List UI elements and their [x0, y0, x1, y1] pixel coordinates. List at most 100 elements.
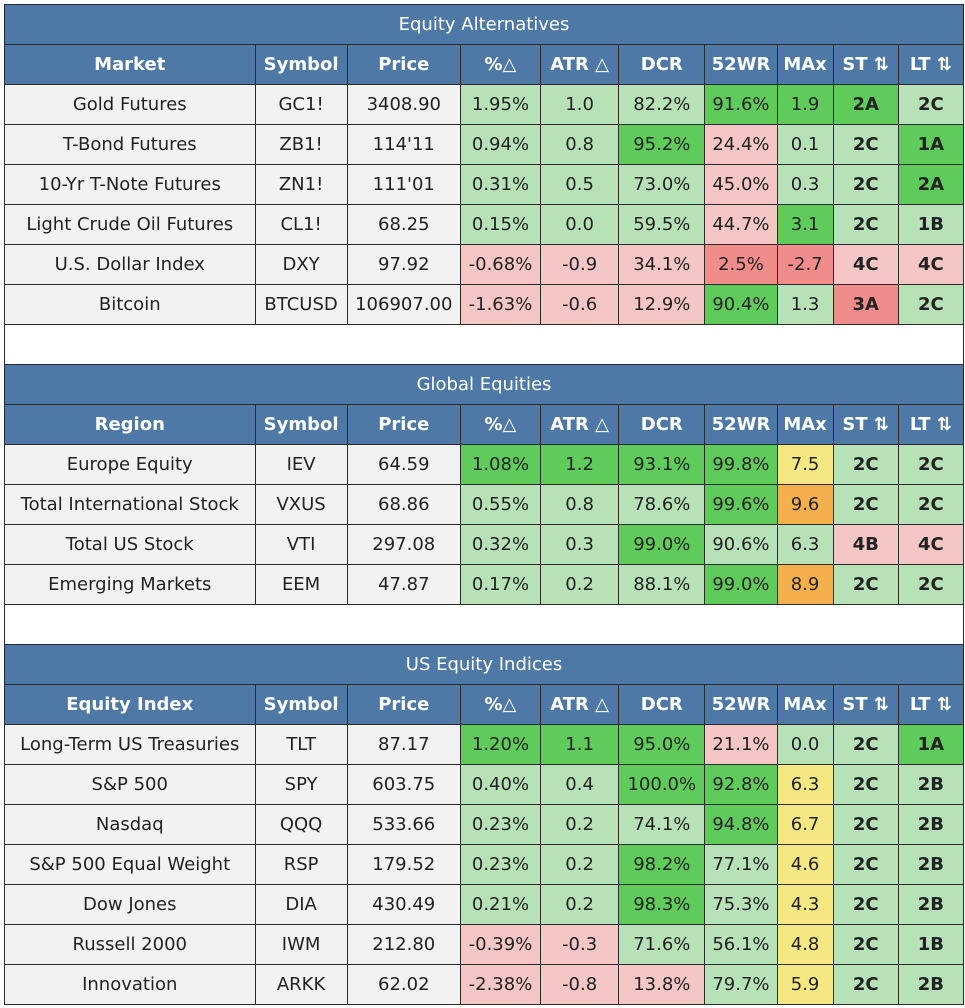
- column-header-short-term[interactable]: ST ⇅: [832, 404, 899, 445]
- cell-symbol: ARKK: [254, 964, 348, 1005]
- cell-atr-change: 0.5: [540, 164, 620, 205]
- cell-52w-range: 90.4%: [704, 284, 778, 325]
- cell-long-term: 2B: [897, 964, 965, 1005]
- column-header-short-term[interactable]: ST ⇅: [832, 684, 899, 725]
- column-header-symbol[interactable]: Symbol: [254, 44, 348, 85]
- column-header-atr-change[interactable]: ATR △: [540, 44, 620, 85]
- column-header-short-term[interactable]: ST ⇅: [832, 44, 899, 85]
- table-row[interactable]: Innovation ARKK 62.02 -2.38% -0.8 13.8% 79.7% 5…: [4, 964, 965, 1005]
- table-row[interactable]: 10-Yr T-Note Futures ZN1! 111'01 0.31% 0.5 73…: [4, 164, 965, 205]
- cell-price: 97.92: [346, 244, 461, 285]
- column-header-long-term[interactable]: LT ⇅: [897, 684, 965, 725]
- column-header-name[interactable]: Equity Index: [4, 684, 256, 725]
- table-row[interactable]: Dow Jones DIA 430.49 0.21% 0.2 98.3% 75.3% 4.3 2…: [4, 884, 965, 925]
- table-row[interactable]: Light Crude Oil Futures CL1! 68.25 0.15% 0.0…: [4, 204, 965, 245]
- cell-short-term: 2C: [832, 444, 899, 485]
- section-title-row: Equity Alternatives: [4, 4, 964, 45]
- cell-price: 62.02: [346, 964, 461, 1005]
- column-header-dcr[interactable]: DCR: [618, 404, 706, 445]
- cell-dcr: 59.5%: [618, 204, 706, 245]
- section-title-row: US Equity Indices: [4, 644, 964, 685]
- column-header-row: Region Symbol Price %△ ATR △ DCR 52WR MAx ST ⇅ LT…: [4, 404, 965, 445]
- cell-short-term: 2A: [832, 84, 899, 125]
- cell-symbol: TLT: [254, 724, 348, 765]
- cell-atr-change: 0.8: [540, 124, 620, 165]
- cell-short-term: 2C: [832, 724, 899, 765]
- cell-price: 3408.90: [346, 84, 461, 125]
- column-header-price[interactable]: Price: [346, 684, 461, 725]
- cell-name: T-Bond Futures: [4, 124, 256, 165]
- column-header-name[interactable]: Region: [4, 404, 256, 445]
- cell-pct-change: 0.23%: [459, 844, 542, 885]
- table-row[interactable]: S&P 500 SPY 603.75 0.40% 0.4 100.0% 92.8% 6.3 2C…: [4, 764, 965, 805]
- cell-long-term: 2C: [897, 284, 965, 325]
- cell-dcr: 82.2%: [618, 84, 706, 125]
- cell-pct-change: 0.94%: [459, 124, 542, 165]
- cell-pct-change: 0.32%: [459, 524, 542, 565]
- cell-pct-change: -0.68%: [459, 244, 542, 285]
- column-header-52w-range[interactable]: 52WR: [704, 44, 778, 85]
- cell-symbol: QQQ: [254, 804, 348, 845]
- column-header-price[interactable]: Price: [346, 404, 461, 445]
- cell-52w-range: 45.0%: [704, 164, 778, 205]
- column-header-price[interactable]: Price: [346, 44, 461, 85]
- section-spacer: [4, 324, 964, 365]
- cell-short-term: 2C: [832, 884, 899, 925]
- cell-long-term: 2B: [897, 764, 965, 805]
- column-header-52w-range[interactable]: 52WR: [704, 684, 778, 725]
- cell-name: S&P 500: [4, 764, 256, 805]
- cell-52w-range: 2.5%: [704, 244, 778, 285]
- table-row[interactable]: S&P 500 Equal Weight RSP 179.52 0.23% 0.2 98.…: [4, 844, 965, 885]
- cell-dcr: 98.3%: [618, 884, 706, 925]
- column-header-atr-change[interactable]: ATR △: [540, 404, 620, 445]
- cell-long-term: 2C: [897, 484, 965, 525]
- column-header-dcr[interactable]: DCR: [618, 44, 706, 85]
- cell-symbol: GC1!: [254, 84, 348, 125]
- cell-max: 0.3: [776, 164, 834, 205]
- cell-max: 8.9: [776, 564, 834, 605]
- table-row[interactable]: Gold Futures GC1! 3408.90 1.95% 1.0 82.2% 91.6…: [4, 84, 965, 125]
- cell-pct-change: -2.38%: [459, 964, 542, 1005]
- cell-short-term: 4C: [832, 244, 899, 285]
- table-row[interactable]: T-Bond Futures ZB1! 114'11 0.94% 0.8 95.2% 24.…: [4, 124, 965, 165]
- column-header-pct-change[interactable]: %△: [459, 404, 542, 445]
- cell-max: 0.1: [776, 124, 834, 165]
- cell-pct-change: 0.23%: [459, 804, 542, 845]
- cell-price: 603.75: [346, 764, 461, 805]
- column-header-long-term[interactable]: LT ⇅: [897, 404, 965, 445]
- cell-name: Europe Equity: [4, 444, 256, 485]
- table-row[interactable]: U.S. Dollar Index DXY 97.92 -0.68% -0.9 34.1%…: [4, 244, 965, 285]
- column-header-pct-change[interactable]: %△: [459, 44, 542, 85]
- column-header-max[interactable]: MAx: [776, 404, 834, 445]
- table-row[interactable]: Long-Term US Treasuries TLT 87.17 1.20% 1.1 9…: [4, 724, 965, 765]
- column-header-symbol[interactable]: Symbol: [254, 684, 348, 725]
- cell-52w-range: 90.6%: [704, 524, 778, 565]
- column-header-atr-change[interactable]: ATR △: [540, 684, 620, 725]
- cell-52w-range: 75.3%: [704, 884, 778, 925]
- column-header-long-term[interactable]: LT ⇅: [897, 44, 965, 85]
- cell-price: 68.25: [346, 204, 461, 245]
- table-row[interactable]: Total US Stock VTI 297.08 0.32% 0.3 99.0% 90.6…: [4, 524, 965, 565]
- column-header-max[interactable]: MAx: [776, 684, 834, 725]
- column-header-symbol[interactable]: Symbol: [254, 404, 348, 445]
- table-row[interactable]: Europe Equity IEV 64.59 1.08% 1.2 93.1% 99.8% 7…: [4, 444, 965, 485]
- cell-pct-change: 0.31%: [459, 164, 542, 205]
- column-header-dcr[interactable]: DCR: [618, 684, 706, 725]
- cell-long-term: 2B: [897, 804, 965, 845]
- cell-price: 47.87: [346, 564, 461, 605]
- cell-52w-range: 91.6%: [704, 84, 778, 125]
- column-header-max[interactable]: MAx: [776, 44, 834, 85]
- table-row[interactable]: Emerging Markets EEM 47.87 0.17% 0.2 88.1% 99.…: [4, 564, 965, 605]
- table-row[interactable]: Total International Stock VXUS 68.86 0.55% 0…: [4, 484, 965, 525]
- cell-name: Total US Stock: [4, 524, 256, 565]
- column-header-52w-range[interactable]: 52WR: [704, 404, 778, 445]
- table-row[interactable]: Bitcoin BTCUSD 106907.00 -1.63% -0.6 12.9% 90.…: [4, 284, 965, 325]
- column-header-pct-change[interactable]: %△: [459, 684, 542, 725]
- cell-name: Innovation: [4, 964, 256, 1005]
- cell-short-term: 2C: [832, 164, 899, 205]
- table-row[interactable]: Nasdaq QQQ 533.66 0.23% 0.2 74.1% 94.8% 6.7 2C 2B: [4, 804, 965, 845]
- cell-pct-change: -1.63%: [459, 284, 542, 325]
- table-row[interactable]: Russell 2000 IWM 212.80 -0.39% -0.3 71.6% 56.1…: [4, 924, 965, 965]
- column-header-name[interactable]: Market: [4, 44, 256, 85]
- cell-atr-change: 0.4: [540, 764, 620, 805]
